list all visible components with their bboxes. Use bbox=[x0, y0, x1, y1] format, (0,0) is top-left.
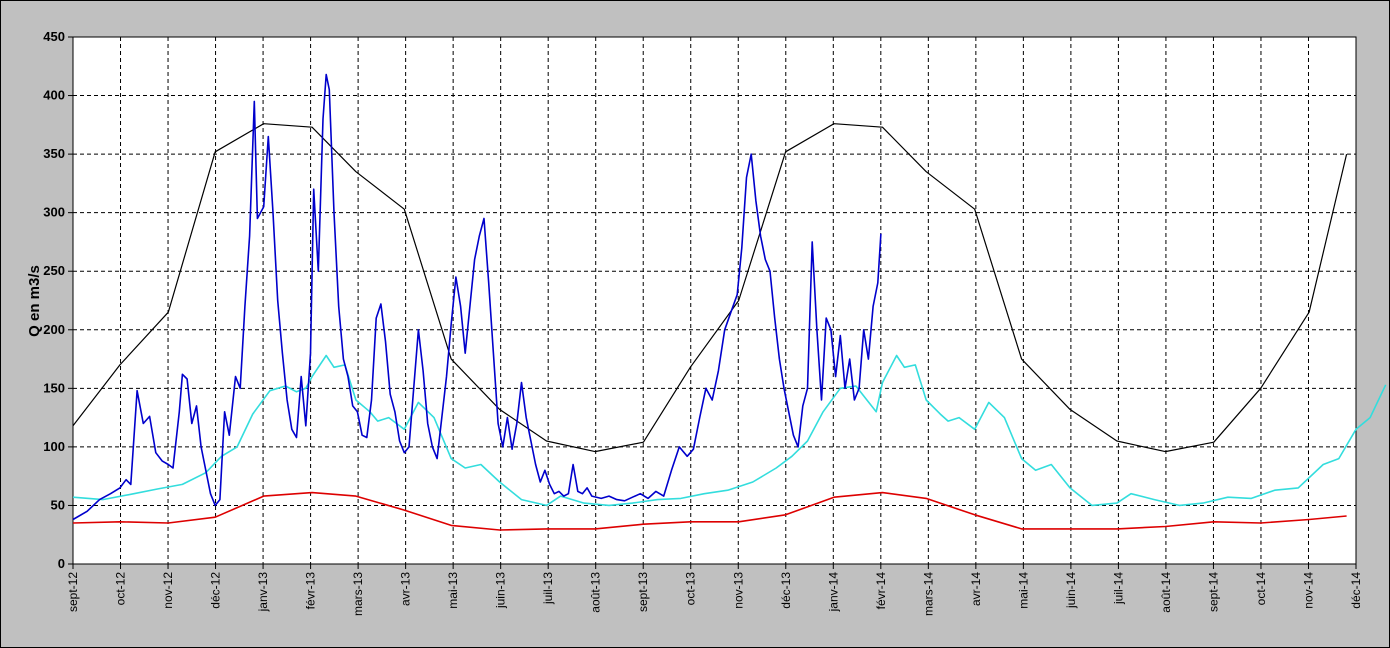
x-tick-label: juil-14 bbox=[1111, 572, 1125, 605]
x-axis: sept-12 oct-12 nov-12 déc-12 janv-13 févr-13 m… bbox=[66, 564, 1363, 616]
series-line-1 bbox=[72, 354, 1387, 507]
x-tick-label: févr-13 bbox=[304, 572, 318, 610]
x-tick-label: sept-13 bbox=[636, 572, 650, 612]
plot-area bbox=[72, 36, 1357, 565]
y-axis: 0 50 100 150 200 250 300 350 400 450 bbox=[43, 29, 73, 571]
y-tick-label: 400 bbox=[43, 88, 65, 103]
x-tick-label: août-14 bbox=[1159, 572, 1173, 613]
x-tick-label: janv-13 bbox=[256, 572, 270, 613]
grid-lines bbox=[73, 37, 1356, 564]
series-line-0 bbox=[72, 123, 1348, 453]
x-tick-label: avr-13 bbox=[399, 572, 413, 606]
x-tick-label: mars-13 bbox=[351, 572, 365, 616]
x-tick-label: mai-14 bbox=[1016, 572, 1030, 609]
y-tick-label: 350 bbox=[43, 146, 65, 161]
x-tick-label: sept-14 bbox=[1206, 572, 1220, 612]
x-tick-label: déc-12 bbox=[209, 572, 223, 609]
x-tick-label: août-13 bbox=[589, 572, 603, 613]
x-tick-label: sept-12 bbox=[66, 572, 80, 612]
y-tick-label: 300 bbox=[43, 205, 65, 220]
x-tick-label: déc-13 bbox=[779, 572, 793, 609]
x-tick-label: oct-13 bbox=[684, 572, 698, 606]
y-tick-label: 100 bbox=[43, 439, 65, 454]
x-tick-label: nov-12 bbox=[161, 572, 175, 609]
y-tick-label: 50 bbox=[51, 497, 65, 512]
x-tick-label: nov-14 bbox=[1301, 572, 1315, 609]
x-tick-label: juin-13 bbox=[494, 572, 508, 609]
x-tick-label: juin-14 bbox=[1064, 572, 1078, 609]
y-tick-label: 450 bbox=[43, 29, 65, 44]
x-tick-label: juil-13 bbox=[541, 572, 555, 605]
y-tick-label: 200 bbox=[43, 322, 65, 337]
y-tick-label: 250 bbox=[43, 263, 65, 278]
x-tick-label: janv-14 bbox=[826, 572, 840, 613]
y-tick-label: 0 bbox=[58, 556, 65, 571]
x-tick-label: mai-13 bbox=[446, 572, 460, 609]
x-tick-label: nov-13 bbox=[731, 572, 745, 609]
x-tick-label: avr-14 bbox=[969, 572, 983, 606]
series-line-3 bbox=[72, 73, 882, 521]
y-axis-title: Q en m3/s bbox=[26, 265, 43, 337]
series-line-2 bbox=[72, 491, 1347, 531]
x-tick-label: déc-14 bbox=[1349, 572, 1363, 609]
x-tick-label: oct-12 bbox=[114, 572, 128, 606]
y-tick-label: 150 bbox=[43, 380, 65, 395]
series-lines bbox=[72, 73, 1387, 531]
x-tick-label: mars-14 bbox=[921, 572, 935, 616]
x-tick-label: févr-14 bbox=[874, 572, 888, 610]
x-tick-label: oct-14 bbox=[1254, 572, 1268, 606]
